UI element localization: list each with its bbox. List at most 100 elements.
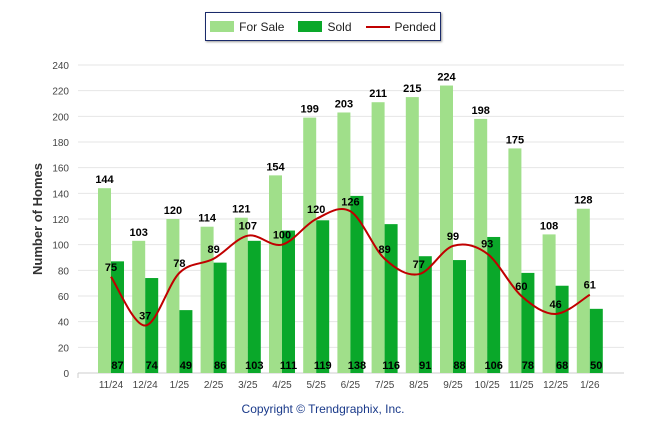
bar-for-sale bbox=[474, 118, 488, 374]
bar-for-sale bbox=[166, 219, 180, 373]
x-tick-label: 11/24 bbox=[99, 380, 124, 391]
data-label-sold: 87 bbox=[111, 360, 123, 372]
data-label-for-sale: 203 bbox=[335, 98, 353, 110]
bar-for-sale bbox=[576, 208, 590, 373]
data-label-sold: 116 bbox=[382, 360, 400, 372]
bar-for-sale bbox=[98, 188, 111, 373]
data-label-sold: 138 bbox=[348, 360, 366, 372]
bar-sold bbox=[179, 310, 193, 373]
legend-swatch-for-sale bbox=[210, 21, 235, 32]
data-label-for-sale: 128 bbox=[574, 195, 592, 207]
data-label-pended: 37 bbox=[139, 311, 151, 323]
x-tick-label: 7/25 bbox=[375, 380, 395, 391]
data-label-for-sale: 108 bbox=[540, 220, 558, 232]
x-tick-label: 9/25 bbox=[443, 380, 463, 391]
bar-sold bbox=[350, 195, 364, 373]
legend: For Sale Sold Pended bbox=[205, 12, 441, 41]
x-tick-label: 12/24 bbox=[133, 380, 158, 391]
data-label-pended: 126 bbox=[341, 196, 359, 208]
data-label-pended: 60 bbox=[515, 281, 527, 293]
y-tick-label: 40 bbox=[58, 318, 70, 329]
bar-for-sale bbox=[234, 217, 248, 373]
data-label-sold: 49 bbox=[180, 360, 192, 372]
x-tick-label: 3/25 bbox=[238, 380, 258, 391]
data-label-pended: 61 bbox=[584, 280, 596, 292]
data-label-sold: 86 bbox=[214, 360, 226, 372]
data-label-pended: 99 bbox=[447, 231, 459, 243]
y-tick-label: 240 bbox=[52, 61, 69, 72]
bar-for-sale bbox=[132, 240, 146, 373]
data-label-sold: 103 bbox=[245, 360, 263, 372]
x-tick-label: 4/25 bbox=[272, 380, 292, 391]
bar-for-sale bbox=[542, 234, 556, 373]
bar-sold bbox=[555, 285, 569, 373]
data-label-sold: 68 bbox=[556, 360, 568, 372]
bar-sold bbox=[487, 236, 501, 373]
y-tick-label: 80 bbox=[58, 266, 70, 277]
legend-item-sold[interactable]: Sold bbox=[298, 19, 352, 34]
x-tick-label: 11/25 bbox=[509, 380, 534, 391]
data-label-pended: 89 bbox=[207, 244, 219, 256]
data-label-for-sale: 215 bbox=[403, 83, 421, 95]
y-axis-title: Number of Homes bbox=[30, 163, 45, 275]
data-label-sold: 78 bbox=[522, 360, 534, 372]
bar-for-sale bbox=[405, 97, 419, 373]
data-label-sold: 91 bbox=[419, 360, 431, 372]
data-label-for-sale: 103 bbox=[130, 227, 148, 239]
legend-label: For Sale bbox=[239, 19, 285, 34]
bar-for-sale bbox=[269, 175, 282, 373]
copyright-text: Copyright © Trendgraphix, Inc. bbox=[241, 402, 405, 416]
data-label-pended: 78 bbox=[173, 258, 185, 270]
data-label-sold: 106 bbox=[485, 360, 503, 372]
bar-sold bbox=[247, 240, 261, 373]
data-label-for-sale: 121 bbox=[232, 204, 250, 216]
data-label-for-sale: 175 bbox=[506, 134, 524, 146]
bar-for-sale bbox=[371, 102, 385, 373]
y-tick-label: 220 bbox=[52, 87, 69, 98]
bar-sold bbox=[213, 262, 227, 373]
y-tick-label: 160 bbox=[52, 164, 69, 175]
data-label-for-sale: 224 bbox=[437, 72, 456, 84]
bar-for-sale bbox=[440, 85, 453, 374]
data-label-sold: 74 bbox=[146, 360, 159, 372]
bar-sold bbox=[145, 278, 159, 373]
data-label-pended: 107 bbox=[239, 221, 257, 233]
data-label-for-sale: 154 bbox=[266, 161, 285, 173]
data-label-for-sale: 120 bbox=[164, 205, 182, 217]
x-tick-label: 1/26 bbox=[580, 380, 600, 391]
bar-sold bbox=[418, 256, 432, 373]
data-label-pended: 89 bbox=[378, 244, 390, 256]
x-tick-label: 8/25 bbox=[409, 380, 429, 391]
y-tick-label: 120 bbox=[52, 215, 69, 226]
y-tick-label: 180 bbox=[52, 138, 69, 149]
bar-for-sale bbox=[303, 117, 317, 373]
bar-sold bbox=[316, 220, 330, 373]
x-tick-label: 5/25 bbox=[306, 380, 326, 391]
legend-label: Pended bbox=[394, 19, 436, 34]
y-tick-label: 60 bbox=[58, 292, 70, 303]
x-tick-label: 12/25 bbox=[543, 380, 568, 391]
line-pended bbox=[110, 207, 591, 327]
bar-for-sale bbox=[337, 112, 351, 373]
data-label-for-sale: 199 bbox=[301, 104, 319, 116]
legend-swatch-sold bbox=[298, 21, 323, 32]
data-label-for-sale: 144 bbox=[95, 174, 114, 186]
bar-sold bbox=[111, 261, 124, 373]
data-label-for-sale: 198 bbox=[472, 105, 490, 117]
data-label-for-sale: 114 bbox=[198, 213, 217, 225]
data-label-sold: 111 bbox=[280, 360, 297, 372]
x-tick-label: 1/25 bbox=[170, 380, 190, 391]
y-tick-label: 0 bbox=[63, 369, 69, 380]
x-tick-label: 6/25 bbox=[341, 380, 361, 391]
data-label-pended: 77 bbox=[413, 259, 425, 271]
legend-item-for-sale[interactable]: For Sale bbox=[210, 20, 284, 34]
y-tick-label: 140 bbox=[52, 189, 69, 200]
legend-label: Sold bbox=[327, 19, 352, 34]
y-tick-label: 100 bbox=[52, 241, 69, 252]
y-tick-label: 200 bbox=[52, 112, 69, 123]
bar-sold bbox=[589, 308, 603, 373]
data-label-sold: 50 bbox=[590, 360, 602, 372]
legend-item-pended[interactable]: Pended bbox=[365, 19, 436, 34]
